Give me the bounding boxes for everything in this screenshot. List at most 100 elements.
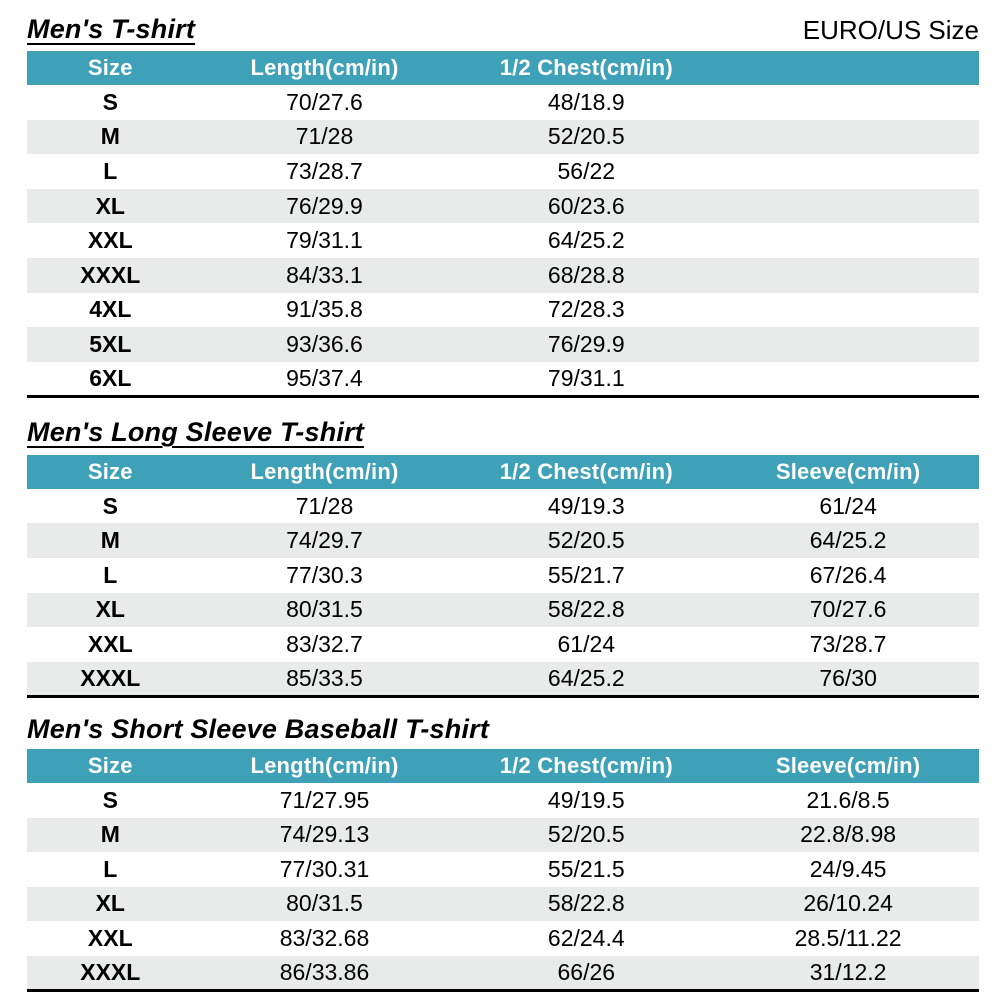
size-cell: S [102,492,118,519]
table-row: XL 80/31.5 58/22.8 26/10.24 [27,886,979,922]
size-cell: L [103,157,118,184]
table-row: M 74/29.7 52/20.5 64/25.2 [27,523,979,559]
column-header-empty [717,51,979,85]
measurement-cell: 52/20.5 [547,821,625,848]
size-cell: 6XL [89,364,132,391]
header-row: Size Length(cm/in) 1/2 Chest(cm/in) Sleeve(… [27,748,979,783]
section-header: Men's Short Sleeve Baseball T-shirt [27,713,979,746]
size-cell: XL [95,192,125,219]
measurement-cell: 21.6/8.5 [806,786,890,813]
table-title-mens-short-sleeve-baseball-tshirt: Men's Short Sleeve Baseball T-shirt [27,713,490,744]
measurement-cell: 22.8/8.98 [800,821,897,848]
size-cell: XL [95,890,125,917]
measurement-cell: 80/31.5 [286,890,363,917]
measurement-cell: 55/21.7 [547,561,625,588]
measurement-cell: 76/30 [819,664,877,691]
table-row: XXXL 86/33.86 66/26 31/12.2 [27,955,979,991]
table-title-mens-tshirt: Men's T-shirt [27,14,196,44]
measurement-cell: 83/32.7 [286,631,363,658]
measurement-cell: 79/31.1 [286,227,363,254]
table-row: XXL 79/31.1 64/25.2 [27,223,979,258]
column-header: Length(cm/in) [193,51,456,85]
page-header: Men's T-shirt EURO/US Size [27,13,979,46]
empty-cell [717,293,979,328]
empty-cell [717,223,979,258]
measurement-cell: 72/28.3 [547,296,625,323]
measurement-cell: 70/27.6 [809,596,887,623]
empty-cell [717,258,979,293]
measurement-cell: 48/18.9 [547,88,625,115]
column-header: Size [27,454,194,489]
measurement-cell: 52/20.5 [547,123,625,150]
empty-cell [717,85,979,120]
measurement-cell: 70/27.6 [286,88,363,115]
measurement-cell: 77/30.3 [286,561,363,588]
measurement-cell: 61/24 [819,492,877,519]
table-row: XL 76/29.9 60/23.6 [27,188,979,224]
column-header: Length(cm/in) [193,454,456,489]
size-cell: L [103,855,118,882]
measurement-cell: 73/28.7 [286,157,363,184]
size-cell: XL [95,596,125,623]
size-cell: XXL [87,227,133,254]
empty-cell [717,120,979,155]
table-row: S 70/27.6 48/18.9 [27,85,979,120]
table-row: 6XL 95/37.4 79/31.1 [27,362,979,397]
column-header: Size [27,51,194,85]
measurement-cell: 26/10.24 [803,890,893,917]
size-cell: S [102,786,118,813]
table-row: L 77/30.31 55/21.5 24/9.45 [27,852,979,887]
empty-cell [717,362,979,397]
measurement-cell: 66/26 [557,958,616,985]
table-row: XL 80/31.5 58/22.8 70/27.6 [27,592,979,628]
mens-tshirt-size-table: Size Length(cm/in) 1/2 Chest(cm/in) S 70/27… [27,51,979,398]
measurement-cell: 93/36.6 [286,330,363,357]
size-cell: XXL [87,631,133,658]
measurement-cell: 56/22 [557,157,616,184]
measurement-cell: 58/22.8 [547,890,625,917]
measurement-cell: 71/28 [295,492,354,519]
measurement-cell: 76/29.9 [547,330,625,357]
measurement-cell: 74/29.13 [279,821,370,848]
table-row: S 71/28 49/19.3 61/24 [27,489,979,524]
header-row: Size Length(cm/in) 1/2 Chest(cm/in) [27,51,979,85]
section-header: Men's Long Sleeve T-shirt [27,416,979,449]
column-header: Sleeve(cm/in) [717,748,979,783]
measurement-cell: 91/35.8 [286,296,363,323]
size-cell: XXXL [80,958,141,985]
measurement-cell: 28.5/11.22 [794,925,902,952]
column-header: Length(cm/in) [193,748,456,783]
measurement-cell: 73/28.7 [809,631,887,658]
measurement-cell: 84/33.1 [286,261,363,288]
size-cell: XXXL [80,664,141,691]
table-row: M 74/29.13 52/20.5 22.8/8.98 [27,817,979,853]
measurement-cell: 79/31.1 [547,364,625,391]
measurement-cell: 76/29.9 [286,192,363,219]
size-cell: S [102,88,118,115]
measurement-cell: 58/22.8 [547,596,625,623]
table-row: XXXL 84/33.1 68/28.8 [27,257,979,293]
column-header: 1/2 Chest(cm/in) [455,748,718,783]
measurement-cell: 85/33.5 [286,664,363,691]
measurement-cell: 61/24 [557,631,616,658]
measurement-cell: 60/23.6 [547,192,625,219]
table-row: XXXL 85/33.5 64/25.2 76/30 [27,661,979,697]
column-header: 1/2 Chest(cm/in) [455,51,718,85]
size-cell: L [103,561,118,588]
size-cell: 5XL [89,330,132,357]
measurement-cell: 31/12.2 [809,958,887,985]
measurement-cell: 80/31.5 [286,596,363,623]
table-title-mens-long-sleeve-tshirt: Men's Long Sleeve T-shirt [27,416,364,447]
table-row: L 77/30.3 55/21.7 67/26.4 [27,558,979,593]
table-row: 5XL 93/36.6 76/29.9 [27,327,979,362]
size-cell: M [100,527,120,554]
empty-cell [717,189,979,224]
measurement-cell: 83/32.68 [279,925,370,952]
measurement-cell: 86/33.86 [279,958,370,985]
mens-long-sleeve-tshirt-size-table: Size Length(cm/in) 1/2 Chest(cm/in) Sleeve(… [27,454,979,698]
measurement-cell: 49/19.5 [547,786,625,813]
size-cell: XXL [87,925,133,952]
measurement-cell: 67/26.4 [809,561,887,588]
table-row: XXL 83/32.68 62/24.4 28.5/11.22 [27,921,979,956]
